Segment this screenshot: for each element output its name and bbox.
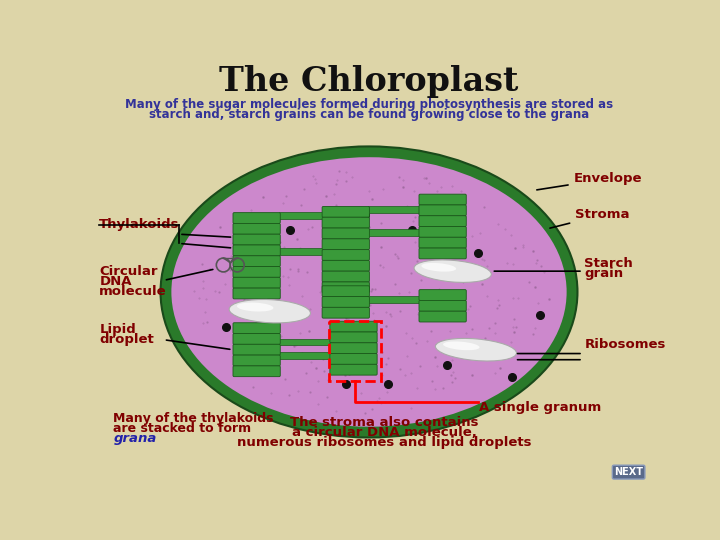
Text: a circular DNA molecule,: a circular DNA molecule,	[292, 426, 477, 438]
FancyBboxPatch shape	[233, 278, 280, 288]
FancyBboxPatch shape	[419, 215, 467, 226]
Ellipse shape	[229, 300, 310, 323]
Text: Envelope: Envelope	[537, 172, 642, 190]
Text: are stacked to form: are stacked to form	[113, 422, 251, 435]
Text: molecule: molecule	[99, 285, 167, 298]
FancyBboxPatch shape	[322, 217, 369, 228]
FancyBboxPatch shape	[233, 224, 280, 234]
FancyBboxPatch shape	[322, 286, 369, 296]
FancyBboxPatch shape	[233, 323, 280, 334]
FancyBboxPatch shape	[233, 366, 280, 377]
Bar	[279, 353, 331, 359]
Text: DNA: DNA	[99, 275, 132, 288]
FancyBboxPatch shape	[330, 364, 377, 375]
FancyBboxPatch shape	[322, 271, 369, 282]
Text: Starch: Starch	[585, 256, 633, 269]
FancyBboxPatch shape	[419, 311, 467, 322]
FancyBboxPatch shape	[233, 288, 280, 299]
Bar	[279, 248, 323, 254]
FancyBboxPatch shape	[330, 332, 377, 343]
Text: The Chloroplast: The Chloroplast	[220, 65, 518, 98]
Ellipse shape	[414, 260, 491, 282]
FancyBboxPatch shape	[322, 260, 369, 271]
FancyBboxPatch shape	[322, 249, 369, 260]
FancyBboxPatch shape	[419, 248, 467, 259]
FancyBboxPatch shape	[322, 228, 369, 239]
Text: Many of the sugar molecules formed during photosynthesis are stored as: Many of the sugar molecules formed durin…	[125, 98, 613, 111]
FancyBboxPatch shape	[233, 245, 280, 256]
Bar	[329, 321, 382, 381]
Text: grain: grain	[585, 267, 624, 280]
FancyBboxPatch shape	[419, 289, 467, 300]
FancyBboxPatch shape	[419, 237, 467, 248]
FancyBboxPatch shape	[233, 355, 280, 366]
Text: Circular: Circular	[99, 265, 158, 278]
FancyBboxPatch shape	[419, 300, 467, 311]
FancyBboxPatch shape	[419, 226, 467, 237]
FancyBboxPatch shape	[322, 307, 369, 318]
FancyBboxPatch shape	[233, 345, 280, 355]
Text: Stroma: Stroma	[550, 208, 630, 228]
Bar	[368, 229, 420, 236]
FancyBboxPatch shape	[330, 321, 377, 332]
FancyBboxPatch shape	[330, 343, 377, 354]
Text: starch and, starch grains can be found growing close to the grana: starch and, starch grains can be found g…	[149, 109, 589, 122]
Bar	[368, 206, 420, 213]
Text: Thylakoids: Thylakoids	[99, 219, 180, 232]
Text: Many of the thylakoids: Many of the thylakoids	[113, 412, 274, 425]
Bar	[368, 296, 420, 303]
Text: The stroma also contains: The stroma also contains	[290, 416, 479, 429]
FancyBboxPatch shape	[233, 334, 280, 345]
Ellipse shape	[421, 263, 456, 272]
FancyBboxPatch shape	[233, 256, 280, 267]
Text: Ribosomes: Ribosomes	[585, 338, 666, 351]
FancyBboxPatch shape	[233, 213, 280, 224]
Ellipse shape	[237, 302, 274, 312]
Ellipse shape	[171, 157, 567, 427]
FancyBboxPatch shape	[322, 206, 369, 217]
FancyBboxPatch shape	[233, 234, 280, 245]
Text: numerous ribosomes and lipid droplets: numerous ribosomes and lipid droplets	[238, 436, 532, 449]
Ellipse shape	[161, 146, 577, 437]
FancyBboxPatch shape	[330, 354, 377, 364]
Bar	[279, 339, 331, 346]
Text: A single granum: A single granum	[479, 401, 601, 414]
FancyBboxPatch shape	[233, 267, 280, 278]
Ellipse shape	[436, 339, 516, 361]
FancyBboxPatch shape	[322, 282, 369, 293]
Text: grana: grana	[113, 432, 157, 445]
Ellipse shape	[443, 341, 480, 350]
FancyBboxPatch shape	[419, 205, 467, 215]
Text: Lipid: Lipid	[99, 323, 136, 336]
Text: NEXT: NEXT	[614, 467, 643, 477]
FancyBboxPatch shape	[322, 239, 369, 249]
FancyBboxPatch shape	[612, 465, 645, 479]
FancyBboxPatch shape	[419, 194, 467, 205]
Text: droplet: droplet	[99, 333, 154, 346]
Bar	[279, 212, 323, 219]
FancyBboxPatch shape	[322, 296, 369, 307]
